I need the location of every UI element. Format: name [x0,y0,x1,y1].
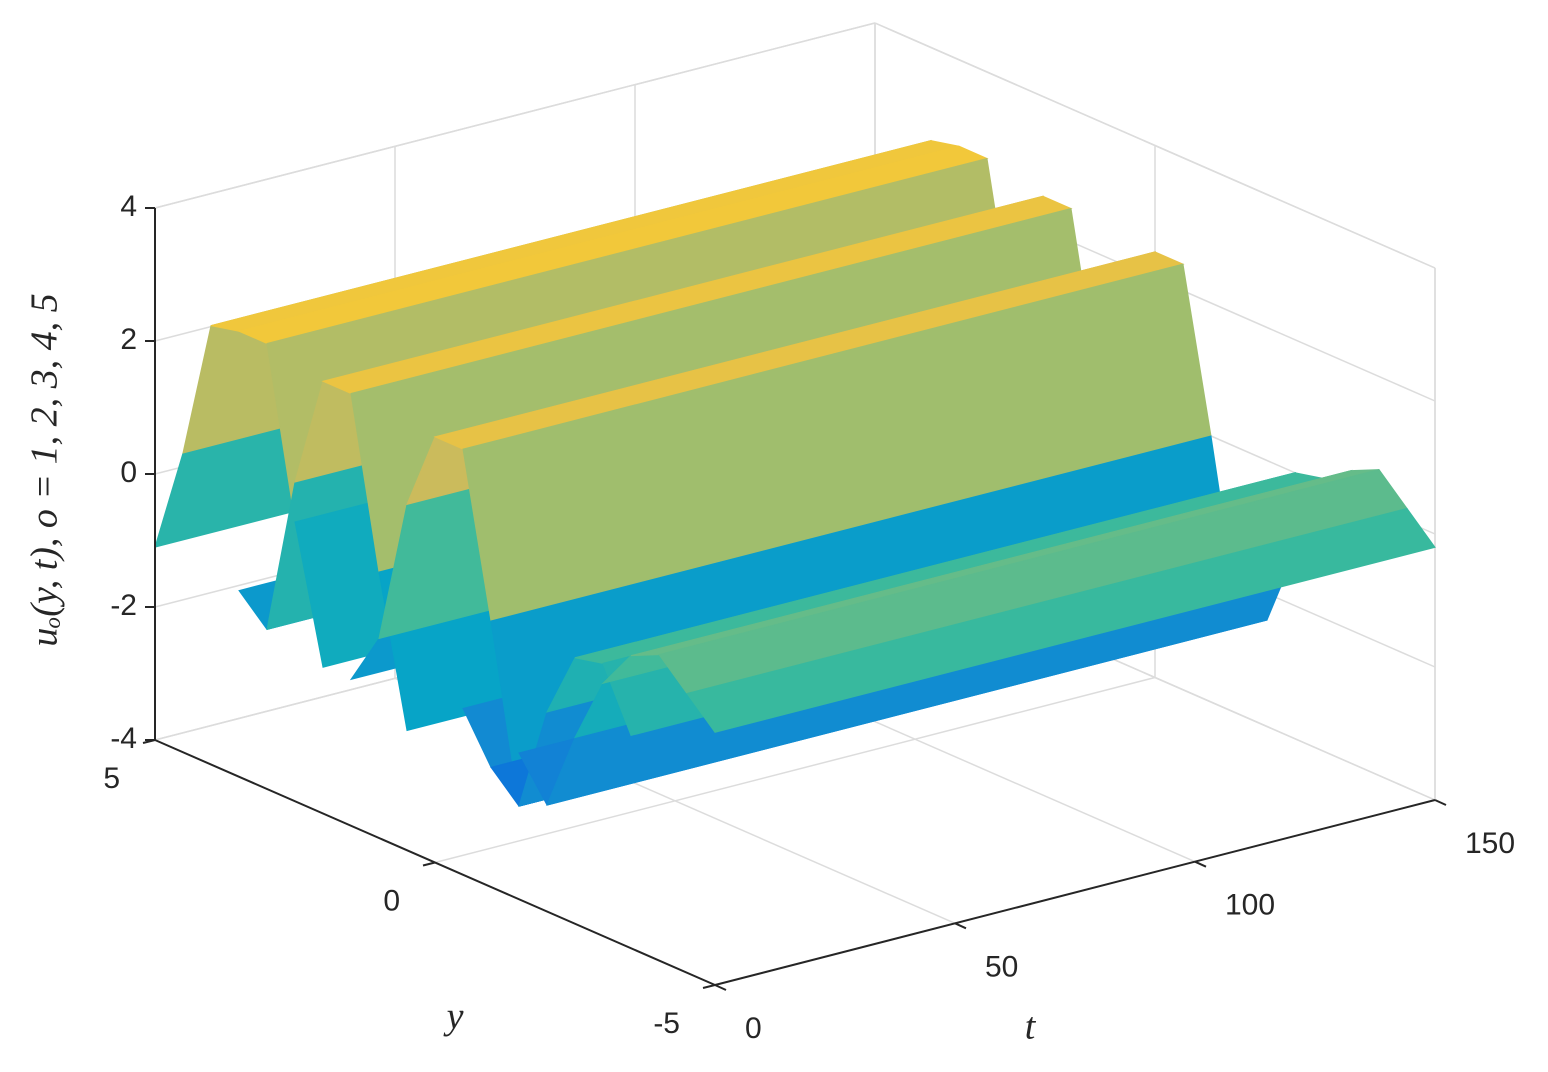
x-tick [954,922,967,930]
grid-line [434,676,1156,864]
y-tick [702,984,716,989]
z-tick-label: 4 [120,190,137,223]
y-tick-label: -5 [653,1007,680,1040]
z-axis-label: uₒ(y, t), o = 1, 2, 3, 4, 5 [24,293,66,646]
x-axis-line [714,799,1436,986]
y-tick-label: 5 [103,762,120,795]
surface-face [686,507,1436,733]
x-tick-label: 50 [985,950,1018,983]
y-tick [142,739,156,744]
z-tick-label: -4 [110,722,137,755]
x-tick [714,984,727,991]
z-tick-label: 0 [120,456,137,489]
x-tick-label: 0 [745,1012,762,1045]
surface [154,139,1436,807]
z-tick-label: -2 [110,589,137,622]
z-tick-label: 2 [120,323,137,356]
y-axis-label: y [443,996,464,1038]
x-tick [1194,860,1207,868]
box-edge [154,22,876,209]
y-tick-label: 0 [383,884,400,917]
x-tick-label: 150 [1465,827,1515,860]
x-tick [1434,799,1447,806]
box-edge [874,22,1436,269]
x-tick-label: 100 [1225,889,1275,922]
y-tick [422,861,436,867]
t-axis-label: t [1025,1006,1037,1048]
